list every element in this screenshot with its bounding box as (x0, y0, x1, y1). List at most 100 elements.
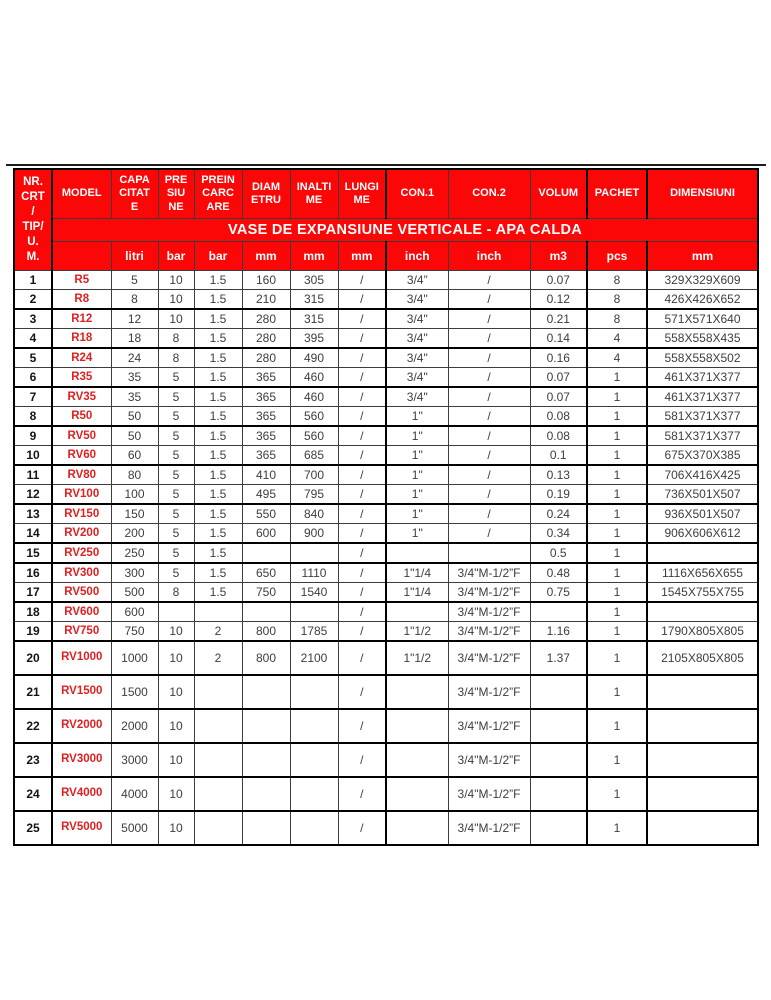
row-number-cell: 11 (13, 464, 53, 485)
cell-value: 5 (131, 273, 138, 287)
cell-value: / (487, 526, 491, 540)
row-number-cell: 9 (13, 425, 53, 446)
cell-con1: 3/4" (385, 386, 449, 407)
cell-dim: 1545X755X755 (646, 582, 759, 603)
cell-value: 1"1/4 (403, 585, 432, 599)
cell-diam: 365 (241, 425, 291, 446)
cell-model: RV50 (51, 425, 112, 446)
cell-value: 8 (613, 273, 621, 287)
cell-inalt: 900 (289, 523, 339, 544)
cell-con1: 1" (385, 484, 449, 505)
cell-model: RV5000 (51, 810, 112, 846)
cell-con2: / (447, 503, 531, 524)
cell-inalt (289, 810, 339, 846)
cell-diam: 550 (241, 503, 291, 524)
cell-cap: 1500 (110, 674, 159, 710)
cell-prein: 1.5 (193, 386, 243, 407)
cell-volum: 0.34 (529, 523, 588, 544)
cell-value: RV80 (67, 469, 97, 481)
cell-value: / (360, 624, 364, 638)
cell-lung: / (337, 289, 387, 310)
cell-value: 1 (613, 507, 621, 521)
cell-lung: / (337, 742, 387, 778)
cell-value: 24 (127, 351, 142, 365)
cell-value: 1.5 (209, 273, 227, 287)
cell-value: 3/4" (406, 331, 428, 345)
cell-value: 5 (172, 370, 180, 384)
cell-prein: 1.5 (193, 328, 243, 349)
cell-cap: 750 (110, 621, 159, 642)
cell-value: / (360, 507, 364, 521)
cell-value: 600 (255, 526, 277, 540)
cell-dim: 558X558X502 (646, 347, 759, 368)
cell-cap: 50 (110, 425, 159, 446)
table-row: 21 RV1500 1500 10 / 3/4"M-1/2”F 1 (13, 674, 759, 710)
cell-value: 1" (411, 448, 423, 462)
cell-inalt (289, 742, 339, 778)
cell-prein (193, 810, 243, 846)
cell-con1: 3/4" (385, 347, 449, 368)
cell-value: 1.5 (209, 429, 227, 443)
cell-pachet: 1 (586, 674, 648, 710)
cell-pres: 10 (157, 708, 195, 744)
cell-pres: 8 (157, 328, 195, 349)
cell-value: 426X426X652 (664, 292, 741, 306)
cell-inalt: 1110 (289, 562, 339, 583)
cell-con2: / (447, 386, 531, 407)
cell-dim (646, 601, 759, 622)
cell-value: 1116X656X655 (662, 566, 743, 580)
table-row: 7 RV35 35 5 1.5 365 460 / 3/4" / 0.07 1 461X371X377 (13, 386, 759, 407)
cell-con2: / (447, 328, 531, 349)
header-row-banner: VASE DE EXPANSIUNE VERTICALE - APA CALDA (14, 218, 759, 242)
cell-value: 700 (303, 468, 325, 482)
cell-lung: / (337, 406, 387, 427)
cell-con2: / (447, 347, 531, 368)
cell-dim (646, 776, 759, 812)
cell-diam: 365 (241, 445, 291, 466)
cell-inalt: 305 (289, 270, 339, 290)
cell-con2: / (447, 523, 531, 544)
cell-diam (241, 542, 291, 564)
cell-pres: 10 (157, 308, 195, 329)
cell-value: / (360, 429, 364, 443)
cell-cap: 4000 (110, 776, 159, 812)
cell-prein: 2 (193, 640, 243, 676)
table-row: 4 R18 18 8 1.5 280 395 / 3/4" / 0.14 4 558X558X435 (13, 328, 759, 349)
cell-volum (529, 708, 588, 744)
cell-value: 1" (411, 468, 423, 482)
cell-model: RV60 (51, 445, 112, 466)
cell-volum: 0.07 (529, 270, 588, 290)
cell-model: RV35 (51, 386, 112, 407)
cell-cap: 8 (110, 289, 159, 310)
row-number-cell: 6 (13, 367, 53, 388)
cell-diam (241, 708, 291, 744)
cell-value: 1" (411, 429, 423, 443)
cell-value: RV100 (64, 488, 100, 500)
cell-prein: 1.5 (193, 425, 243, 446)
cell-model: RV80 (51, 464, 112, 485)
cell-value: / (487, 292, 491, 306)
cell-pres: 5 (157, 523, 195, 544)
cell-value: / (360, 753, 364, 767)
row-number-cell: 15 (13, 542, 53, 564)
cell-dim (646, 742, 759, 778)
cell-value: 1"1/2 (403, 624, 432, 638)
cell-diam: 280 (241, 328, 291, 349)
cell-value: 50 (127, 409, 142, 423)
table-row: 1 R5 5 10 1.5 160 305 / 3/4” / 0.07 8 329X329X609 (13, 270, 759, 290)
cell-lung: / (337, 674, 387, 710)
cell-value: 1 (613, 787, 621, 801)
cell-value: / (487, 351, 491, 365)
cell-value: / (360, 273, 364, 287)
cell-diam: 365 (241, 406, 291, 427)
cell-cap: 18 (110, 328, 159, 349)
cell-dim: 675X370X385 (646, 445, 759, 466)
cell-value: 410 (255, 468, 277, 482)
cell-dim: 581X371X377 (646, 406, 759, 427)
table-row: 24 RV4000 4000 10 / 3/4"M-1/2”F 1 (13, 776, 759, 812)
cell-dim: 936X501X507 (646, 503, 759, 524)
cell-value: 3/4"M-1/2”F (457, 605, 521, 619)
cell-volum (529, 776, 588, 812)
cell-inalt: 460 (289, 367, 339, 388)
cell-value: 1 (613, 651, 621, 665)
